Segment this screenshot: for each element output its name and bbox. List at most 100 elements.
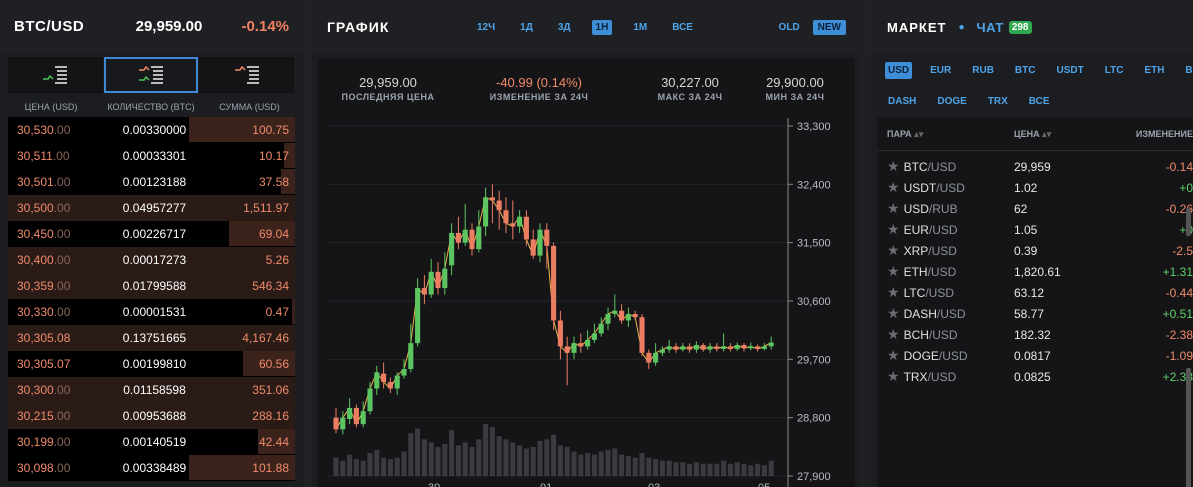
timeframe-1w[interactable]: 1Н (591, 19, 613, 35)
row-price: 30,305.08 (8, 331, 107, 345)
candle-body (442, 268, 448, 289)
candle-body (585, 339, 591, 347)
col-price-label: ЦЕНА (1014, 128, 1040, 139)
timeframe-12h[interactable]: 12Ч (477, 21, 496, 33)
currency-filter-doge[interactable]: DOGE (937, 96, 967, 107)
currency-filter-ltc[interactable]: LTC (1104, 65, 1124, 76)
currency-filter-usdt[interactable]: USDT (1056, 65, 1084, 76)
orderbook-row[interactable]: 30,400.00 0.00017273 5.26 (8, 247, 295, 273)
currency-filter-trx[interactable]: TRX (987, 96, 1008, 107)
market-row[interactable]: ★ XRP/USD 0.39 -2.5 (877, 240, 1193, 261)
pair-quote: /USD (925, 285, 955, 300)
market-row[interactable]: ★ TRX/USD 0.0825 +2.33 (877, 366, 1193, 387)
orderbook-row[interactable]: 30,500.00 0.04957277 1,511.97 (8, 195, 295, 221)
col-price-sort[interactable]: ЦЕНА ▴▾ (1014, 129, 1124, 140)
currency-filter-usd[interactable]: USD (885, 62, 913, 79)
stat-label: МАКС ЗА 24Ч (657, 92, 723, 102)
row-change: +0.51 (1162, 306, 1193, 321)
market-row[interactable]: ★ DOGE/USD 0.0817 -1.09 (877, 345, 1193, 366)
favorite-star-icon[interactable]: ★ (887, 221, 900, 237)
favorite-star-icon[interactable]: ★ (887, 158, 900, 174)
candle-body (551, 245, 557, 321)
favorite-star-icon[interactable]: ★ (887, 284, 900, 300)
favorite-star-icon[interactable]: ★ (887, 179, 900, 195)
currency-filter-rub[interactable]: RUB (972, 65, 994, 76)
orderbook-row[interactable]: 30,305.08 0.13751665 4,167.46 (8, 325, 295, 351)
orderbook-row[interactable]: 30,511.00 0.00033301 10.17 (8, 143, 295, 169)
timeframe-all[interactable]: ВСЕ (672, 21, 693, 33)
orderbook-row[interactable]: 30,359.00 0.01799588 546.34 (8, 273, 295, 299)
price-main: 30,305.07 (17, 357, 71, 371)
row-price: 0.0825 (1014, 369, 1051, 384)
favorite-star-icon[interactable]: ★ (887, 200, 900, 216)
currency-filter-bch[interactable]: BCH (1185, 65, 1193, 76)
new-chart-button[interactable]: NEW (812, 19, 846, 35)
row-total: 1,511.97 (243, 201, 289, 215)
col-pair-sort[interactable]: ПАРА ▴▾ (877, 129, 1014, 140)
old-chart-button[interactable]: OLD (778, 21, 800, 33)
orderbook-row[interactable]: 30,305.07 0.00199810 60.56 (8, 351, 295, 377)
orderbook-row[interactable]: 30,199.00 0.00140519 42.44 (8, 429, 295, 455)
currency-filter-eth[interactable]: ETH (1144, 65, 1165, 76)
candle-body (428, 271, 434, 295)
volume-bar (625, 456, 631, 476)
market-row[interactable]: ★ ETH/USD 1,820.61 +1.31 (877, 261, 1193, 282)
col-change-sort[interactable]: ИЗМЕНЕНИЕ (1124, 129, 1193, 139)
favorite-star-icon[interactable]: ★ (887, 326, 900, 342)
market-row[interactable]: ★ BCH/USD 182.32 -2.38 (877, 324, 1193, 345)
orderbook-row[interactable]: 30,501.00 0.00123188 37.58 (8, 169, 295, 195)
currency-filter-dash[interactable]: DASH (888, 96, 917, 107)
market-row[interactable]: ★ BTC/USD 29,959 -0.14 (877, 156, 1193, 177)
market-row[interactable]: ★ LTC/USD 63.12 -0.44 (877, 282, 1193, 303)
volume-bar (639, 453, 645, 476)
y-tick-label: 28,800 (797, 413, 831, 425)
volume-bar (517, 445, 523, 476)
row-price: 30,500.00 (8, 201, 107, 215)
orderbook-row[interactable]: 30,330.00 0.00001531 0.47 (8, 299, 295, 325)
currency-filter-eur[interactable]: EUR (930, 65, 952, 76)
market-tab[interactable]: МАРКЕТ (887, 19, 947, 35)
pair-base: USD (903, 201, 929, 216)
favorite-star-icon[interactable]: ★ (887, 242, 900, 258)
row-pair: ★ TRX/USD (877, 368, 1014, 385)
orderbook-row[interactable]: 30,530.00 0.00330000 100.75 (8, 117, 295, 143)
market-row[interactable]: ★ USDT/USD 1.02 +0 (877, 177, 1193, 198)
favorite-star-icon[interactable]: ★ (887, 263, 900, 279)
candlestick-chart[interactable]: 33,300 32,400 31,500 30,600 29,700 28,800 27,9… (318, 118, 855, 487)
row-amount: 0.00338489 (122, 461, 187, 475)
view-bids-button[interactable] (8, 57, 103, 93)
view-both-button[interactable] (103, 57, 199, 93)
x-tick-label: 01 (540, 482, 552, 487)
timeframe-1d[interactable]: 1Д (520, 21, 533, 33)
favorite-star-icon[interactable]: ★ (887, 368, 900, 384)
row-price: 63.12 (1014, 285, 1045, 300)
orderbook-row[interactable]: 30,215.00 0.00953688 288.16 (8, 403, 295, 429)
market-row[interactable]: ★ USD/RUB 62 -0.26 (877, 198, 1193, 219)
volume-bar (653, 459, 659, 476)
row-price: 182.32 (1014, 327, 1051, 342)
stat-min-24h: 29,900.00 МИН ЗА 24Ч (730, 75, 860, 102)
scrollbar-thumb-top[interactable] (1186, 208, 1191, 236)
timeframe-3d[interactable]: 3Д (557, 21, 571, 33)
view-asks-button[interactable] (199, 57, 294, 93)
market-row[interactable]: ★ DASH/USD 58.77 +0.51 (877, 303, 1193, 324)
row-change: +0 (1124, 223, 1193, 237)
favorite-star-icon[interactable]: ★ (887, 347, 900, 363)
orderbook-row[interactable]: 30,098.00 0.00338489 101.88 (8, 455, 295, 481)
volume-bar (741, 463, 747, 476)
price-main: 30,215 (17, 409, 54, 423)
favorite-star-icon[interactable]: ★ (887, 305, 900, 321)
currency-filter-btc[interactable]: BTC (1014, 65, 1036, 76)
chat-tab[interactable]: ЧАТ (976, 19, 1004, 35)
timeframe-1m[interactable]: 1М (633, 21, 648, 33)
volume-bar (496, 436, 502, 476)
stat-max-24h: 30,227.00 МАКС ЗА 24Ч (625, 75, 755, 102)
orderbook-row[interactable]: 30,450.00 0.00226717 69.04 (8, 221, 295, 247)
currency-filter-все[interactable]: ВСЕ (1028, 96, 1050, 107)
row-price: 30,215.00 (8, 409, 107, 423)
scrollbar-thumb[interactable] (1186, 368, 1191, 487)
row-total: 10.17 (258, 149, 289, 163)
orderbook-row[interactable]: 30,300.00 0.01158598 351.06 (8, 377, 295, 403)
pair-quote: /USD (927, 264, 957, 279)
